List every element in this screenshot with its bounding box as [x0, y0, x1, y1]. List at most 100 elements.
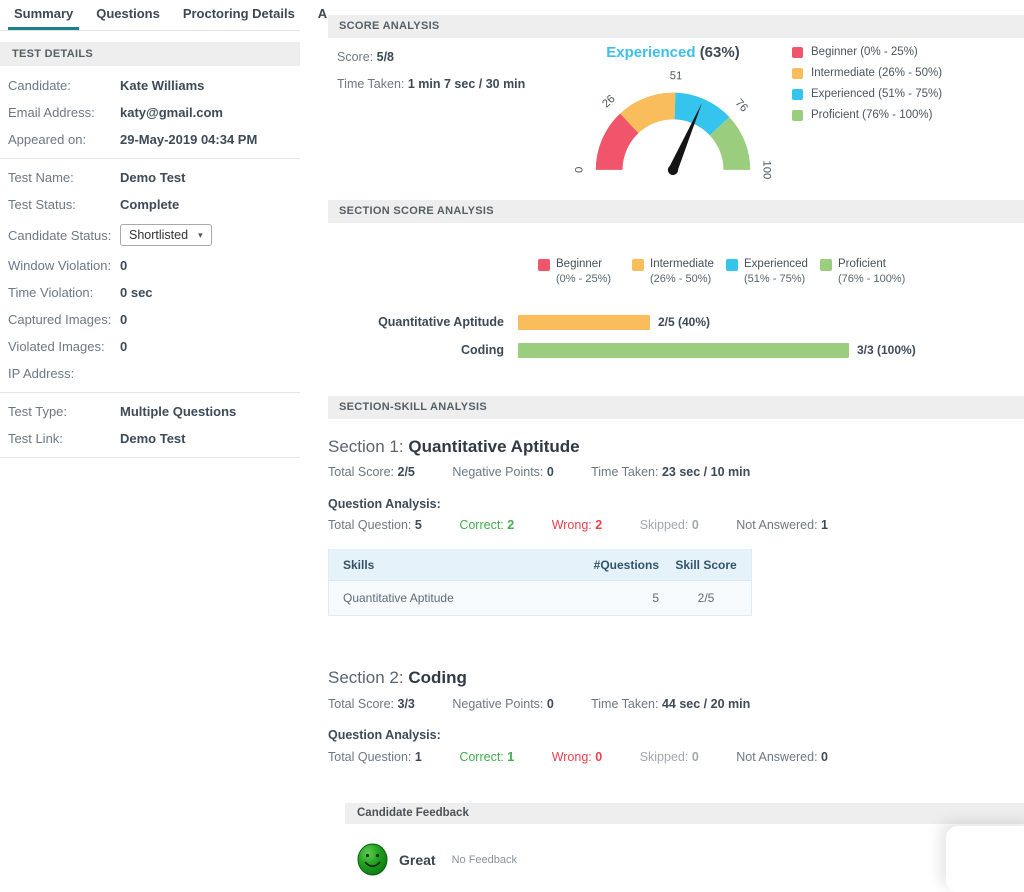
svg-text:51: 51 [669, 70, 682, 82]
legend-swatch [792, 88, 803, 100]
legend-item-beginner: Beginner (0% - 25%) [538, 258, 632, 285]
section-name: Coding [408, 668, 467, 687]
legend-range: (76% - 100%) [838, 273, 906, 285]
section-score-legend: Beginner (0% - 25%) Intermediate (26% - … [538, 258, 914, 285]
legend-label: Beginner (0% - 25%) [811, 46, 918, 58]
divider [0, 158, 300, 159]
detail-label: Candidate Status: [8, 227, 112, 243]
detail-label: Test Status: [8, 197, 76, 212]
cell-skill: Quantitative Aptitude [343, 591, 454, 605]
detail-label: Test Type: [8, 404, 68, 419]
legend-swatch [792, 67, 803, 79]
detail-value: Demo Test [120, 170, 186, 185]
svg-text:26: 26 [600, 93, 617, 110]
legend-label: Intermediate (26% - 50%) [811, 67, 943, 79]
detail-value: 0 sec [120, 285, 153, 300]
section-name: Quantitative Aptitude [408, 437, 580, 456]
feedback-note: No Feedback [451, 853, 518, 866]
detail-row-appeared-on: Appeared on: 29-May-2019 04:34 PM [0, 126, 300, 153]
column-skill-score: Skill Score [675, 557, 737, 572]
bar-value-label: 3/3 (100%) [857, 343, 916, 357]
column-skills: Skills [343, 557, 375, 572]
legend-name: Proficient [838, 258, 886, 270]
legend-name: Intermediate [650, 258, 714, 270]
question-analysis-label: Question Analysis: [328, 497, 441, 511]
section-1-question-stats: Total Question: 5 Correct: 2 Wrong: 2 Sk… [328, 518, 828, 532]
section-number: Section 1: [328, 437, 404, 456]
legend-item-experienced: Experienced (51% - 75%) [792, 88, 942, 100]
legend-swatch [726, 259, 738, 271]
score-gauge: Experienced (63%) 0 26 51 76 100 [568, 44, 778, 188]
legend-label: Experienced (51% - 75%) [811, 88, 943, 100]
legend-swatch [792, 109, 803, 121]
tab-truncated[interactable]: A [317, 6, 328, 21]
report-main: SCORE ANALYSIS Score: 5/8 Time Taken: 1 … [328, 0, 1024, 892]
legend-item-proficient: Proficient (76% - 100%) [792, 109, 942, 121]
legend-swatch [538, 259, 550, 271]
corner-overlay [946, 826, 1024, 892]
bar-value-label: 2/5 (40%) [658, 315, 711, 329]
gauge-level-label: Experienced [606, 44, 696, 61]
legend-swatch [792, 46, 803, 58]
legend-range: (26% - 50%) [650, 273, 712, 285]
tab-questions[interactable]: Questions [96, 6, 160, 21]
test-details-header: TEST DETAILS [0, 42, 300, 66]
section-2-title: Section 2: Coding [328, 668, 467, 688]
section-score-bar-chart: Quantitative Aptitude 2/5 (40%) Coding 3… [328, 308, 1024, 364]
bar-category-label: Coding [460, 343, 504, 357]
bar-quantitative-aptitude [518, 314, 650, 330]
score-line: Score: 5/8 [337, 50, 394, 64]
detail-value: 0 [120, 312, 128, 327]
candidate-feedback-content: Great No Feedback [357, 843, 517, 876]
section-score-analysis-header: SECTION SCORE ANALYSIS [328, 200, 1024, 223]
bar-row-quantitative-aptitude: Quantitative Aptitude 2/5 (40%) [328, 308, 1024, 336]
candidate-status-select[interactable]: Shortlisted ▾ [120, 224, 212, 246]
detail-value: katy@gmail.com [120, 105, 223, 120]
tab-bar: Summary Questions Proctoring Details A [0, 0, 327, 31]
detail-row-test-status: Test Status: Complete [0, 191, 300, 218]
legend-range: (51% - 75%) [744, 273, 806, 285]
detail-label: Captured Images: [8, 312, 112, 327]
bar-category-label: Quantitative Aptitude [378, 315, 504, 329]
svg-text:76: 76 [733, 97, 750, 114]
detail-row-email: Email Address: katy@gmail.com [0, 99, 300, 126]
divider [0, 392, 300, 393]
legend-item-beginner: Beginner (0% - 25%) [792, 46, 942, 58]
time-taken-label: Time Taken: [337, 77, 405, 91]
column-questions: #Questions [593, 557, 659, 572]
detail-value: Multiple Questions [120, 404, 237, 419]
detail-value: Complete [120, 197, 180, 212]
table-row: Quantitative Aptitude 5 2/5 [329, 581, 751, 615]
detail-row-test-type: Test Type: Multiple Questions [0, 398, 300, 425]
legend-item-intermediate: Intermediate (26% - 50%) [632, 258, 726, 285]
detail-row-captured-images: Captured Images: 0 [0, 306, 300, 333]
time-taken-line: Time Taken: 1 min 7 sec / 30 min [337, 77, 525, 91]
time-taken-value: 1 min 7 sec / 30 min [407, 77, 526, 91]
legend-label: Proficient (76% - 100%) [811, 109, 933, 121]
tab-proctoring-details[interactable]: Proctoring Details [182, 6, 295, 21]
legend-item-intermediate: Intermediate (26% - 50%) [792, 67, 942, 79]
score-value: 5/8 [376, 50, 395, 64]
detail-label: Test Name: [8, 170, 74, 185]
detail-value: 0 [120, 258, 128, 273]
test-link[interactable]: Demo Test [120, 431, 186, 446]
bar-coding [518, 342, 849, 358]
detail-label: IP Address: [8, 366, 75, 381]
skills-table-header: Skills #Questions Skill Score [329, 549, 751, 581]
legend-item-proficient: Proficient (76% - 100%) [820, 258, 914, 285]
section-1-title: Section 1: Quantitative Aptitude [328, 437, 580, 457]
test-details-list: Candidate: Kate Williams Email Address: … [0, 72, 300, 458]
score-label: Score: [337, 50, 374, 64]
detail-label: Time Violation: [8, 285, 94, 300]
detail-value: Kate Williams [120, 78, 205, 93]
detail-label: Candidate: [8, 78, 71, 93]
section-skill-analysis-header: SECTION-SKILL ANALYSIS [328, 396, 1024, 419]
detail-label: Email Address: [8, 105, 95, 120]
skills-table: Skills #Questions Skill Score Quantitati… [328, 549, 752, 616]
legend-range: (0% - 25%) [556, 273, 612, 285]
detail-row-ip-address: IP Address: [0, 360, 300, 387]
tab-summary[interactable]: Summary [8, 0, 80, 30]
detail-label: Appeared on: [8, 132, 87, 147]
gauge-title: Experienced (63%) [568, 44, 778, 61]
detail-value: 29-May-2019 04:34 PM [120, 132, 258, 147]
